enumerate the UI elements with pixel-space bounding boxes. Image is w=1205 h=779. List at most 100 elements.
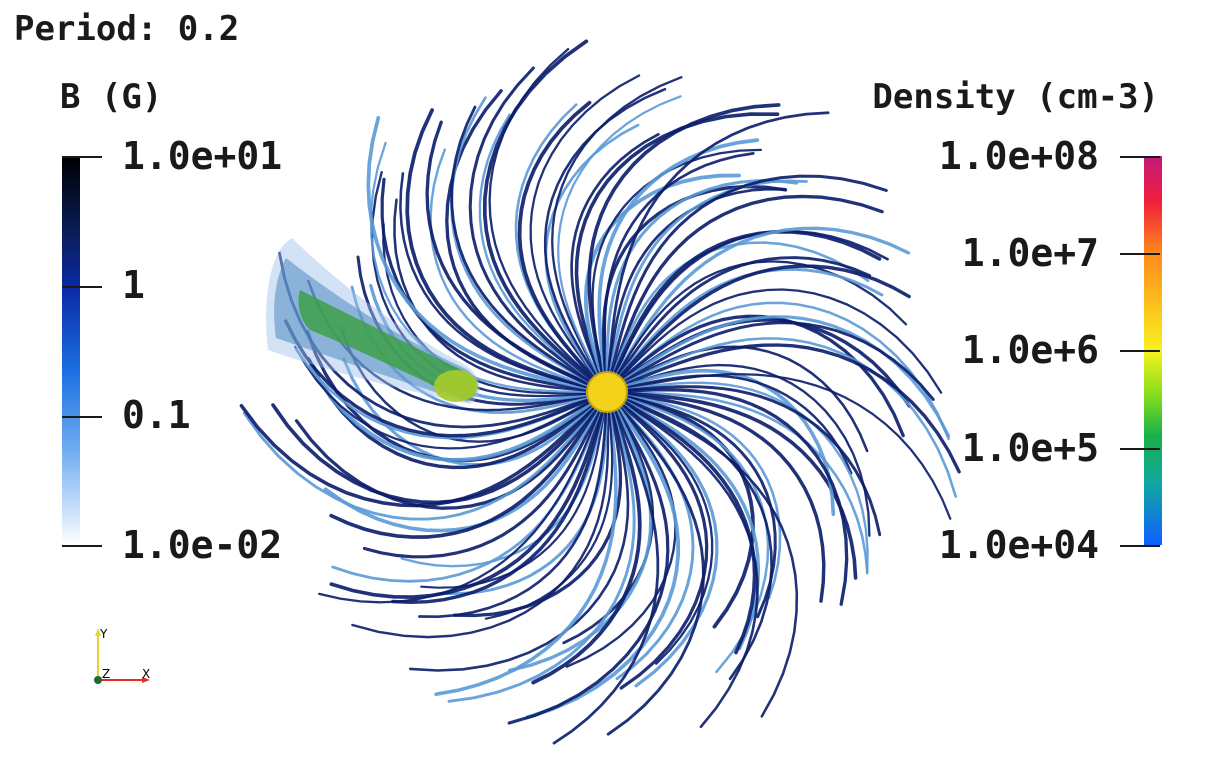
axis-x-label: X <box>142 667 150 681</box>
density-tick-label: 1.0e+6 <box>961 328 1099 372</box>
field-line <box>323 409 599 533</box>
field-line <box>624 402 759 729</box>
field-line <box>331 410 601 583</box>
field-line <box>425 120 589 385</box>
field-line <box>525 407 680 720</box>
field-line <box>488 47 593 379</box>
field-line <box>615 406 695 681</box>
star <box>586 371 628 413</box>
field-line <box>624 321 935 401</box>
field-line <box>468 66 591 382</box>
axis-y-label: Y <box>99 627 108 641</box>
b-tick-mark <box>62 416 102 418</box>
field-line <box>627 388 849 606</box>
field-line <box>623 315 951 438</box>
period-label: Period: 0.2 <box>14 9 240 49</box>
field-line <box>400 412 605 568</box>
field-line <box>318 410 601 604</box>
field-line <box>570 132 660 374</box>
field-line <box>627 373 952 520</box>
field-line <box>607 111 830 372</box>
density-tick-mark <box>1120 253 1160 255</box>
field-line <box>622 404 714 665</box>
field-line <box>434 411 618 696</box>
field-line <box>478 113 591 381</box>
field-line <box>351 412 610 639</box>
b-colorbar-title: B (G) <box>60 77 163 117</box>
field-line <box>294 345 589 450</box>
field-line <box>619 404 709 690</box>
density-tick-mark <box>1120 156 1160 158</box>
field-line <box>362 410 600 559</box>
b-tick-label: 0.1 <box>122 393 191 437</box>
planet-head <box>434 370 478 402</box>
density-tick-mark <box>1120 448 1160 450</box>
field-line <box>627 394 782 600</box>
b-tick-mark <box>62 545 102 547</box>
field-line <box>284 319 589 438</box>
field-line <box>625 399 799 718</box>
field-line <box>557 95 682 374</box>
field-line <box>339 325 590 443</box>
field-line <box>627 385 882 537</box>
field-line <box>508 409 653 673</box>
field-line <box>622 301 950 440</box>
field-line <box>624 401 757 655</box>
field-line <box>605 179 799 372</box>
field-line <box>617 256 872 376</box>
field-line <box>610 174 888 373</box>
field-line <box>626 368 836 516</box>
field-line <box>484 412 614 620</box>
planet-tail <box>266 238 480 404</box>
field-line <box>625 337 957 498</box>
field-line <box>418 412 608 619</box>
field-line <box>619 264 911 378</box>
density-tick-label: 1.0e+04 <box>938 523 1099 567</box>
field-line <box>626 398 773 681</box>
field-line <box>307 357 592 470</box>
field-line <box>603 152 755 372</box>
field-line <box>627 374 853 475</box>
field-line <box>606 406 705 736</box>
field-line <box>380 177 587 391</box>
field-line <box>626 395 777 619</box>
density-tick-label: 1.0e+08 <box>938 134 1099 178</box>
field-line <box>529 74 641 376</box>
planet-tail-core <box>298 290 476 400</box>
b-tick-mark <box>62 286 102 288</box>
field-line <box>620 288 943 394</box>
density-tick-mark <box>1120 545 1160 547</box>
field-line <box>447 411 636 703</box>
field-line <box>552 410 660 745</box>
field-line <box>597 138 760 373</box>
field-line <box>627 391 869 574</box>
field-line <box>393 198 587 392</box>
density-tick-label: 1.0e+7 <box>961 231 1099 275</box>
field-line <box>450 105 590 383</box>
field-line <box>611 194 884 374</box>
density-tick-mark <box>1120 350 1160 352</box>
field-line <box>239 403 594 508</box>
field-line <box>625 343 961 474</box>
field-line <box>627 381 869 575</box>
field-line <box>587 103 781 373</box>
field-line <box>517 100 595 378</box>
density-tick-label: 1.0e+5 <box>961 426 1099 470</box>
field-line <box>627 393 826 603</box>
field-line <box>329 408 598 539</box>
field-line <box>366 116 588 390</box>
star-body <box>586 371 628 413</box>
field-line <box>242 407 596 521</box>
b-tick-label: 1 <box>122 263 145 307</box>
field-line <box>308 364 592 462</box>
field-line <box>616 226 911 375</box>
field-line <box>391 411 604 605</box>
field-line <box>551 76 683 375</box>
field-line <box>626 363 871 537</box>
b-tick-label: 1.0e-02 <box>122 523 283 567</box>
field-line <box>405 108 588 389</box>
magnetic-field-lines <box>239 39 961 745</box>
field-line <box>619 267 884 377</box>
